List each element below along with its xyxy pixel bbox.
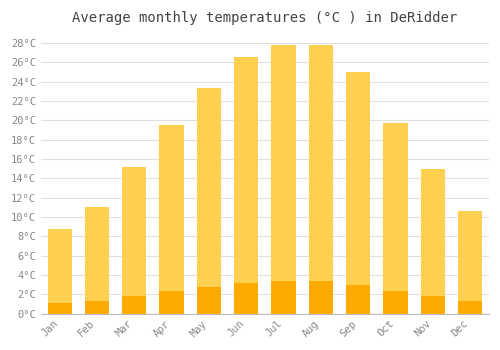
Bar <box>197 287 221 314</box>
Bar <box>421 296 445 314</box>
Bar <box>122 167 146 314</box>
Bar <box>384 291 407 314</box>
Bar <box>234 57 258 314</box>
Bar <box>309 45 333 314</box>
Bar <box>160 125 184 314</box>
Bar <box>197 88 221 314</box>
Bar <box>458 211 482 314</box>
Bar <box>272 45 295 314</box>
Bar <box>122 296 146 314</box>
Bar <box>48 303 72 314</box>
Bar <box>272 281 295 314</box>
Bar <box>48 229 72 314</box>
Bar <box>234 283 258 314</box>
Bar <box>160 291 184 314</box>
Bar <box>85 301 109 314</box>
Bar <box>85 207 109 314</box>
Bar <box>458 301 482 314</box>
Bar <box>384 123 407 314</box>
Bar <box>346 72 370 314</box>
Title: Average monthly temperatures (°C ) in DeRidder: Average monthly temperatures (°C ) in De… <box>72 11 458 25</box>
Bar <box>421 169 445 314</box>
Bar <box>309 281 333 314</box>
Bar <box>346 285 370 314</box>
